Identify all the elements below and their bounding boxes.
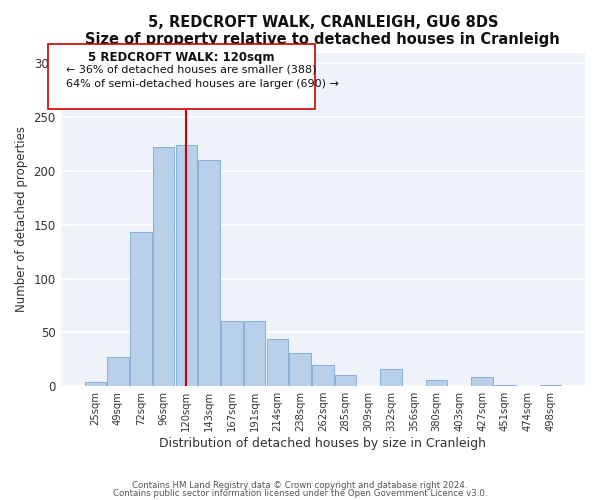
Title: 5, REDCROFT WALK, CRANLEIGH, GU6 8DS
Size of property relative to detached house: 5, REDCROFT WALK, CRANLEIGH, GU6 8DS Siz… [85, 15, 560, 48]
Bar [176, 145, 197, 386]
Bar [198, 160, 220, 386]
X-axis label: Distribution of detached houses by size in Cranleigh: Distribution of detached houses by size … [160, 437, 487, 450]
Text: 5 REDCROFT WALK: 120sqm: 5 REDCROFT WALK: 120sqm [88, 51, 275, 64]
Bar [266, 339, 288, 386]
Bar [312, 364, 334, 386]
Bar [107, 357, 129, 386]
Text: Contains public sector information licensed under the Open Government Licence v3: Contains public sector information licen… [113, 489, 487, 498]
Bar [153, 148, 175, 386]
Text: ← 36% of detached houses are smaller (388): ← 36% of detached houses are smaller (38… [66, 64, 316, 74]
Bar [426, 380, 448, 386]
Y-axis label: Number of detached properties: Number of detached properties [15, 126, 28, 312]
Bar [221, 320, 242, 386]
FancyBboxPatch shape [47, 44, 315, 110]
Bar [471, 376, 493, 386]
Text: Contains HM Land Registry data © Crown copyright and database right 2024.: Contains HM Land Registry data © Crown c… [132, 480, 468, 490]
Bar [335, 376, 356, 386]
Bar [539, 385, 561, 386]
Bar [289, 353, 311, 386]
Text: 64% of semi-detached houses are larger (690) →: 64% of semi-detached houses are larger (… [66, 78, 339, 88]
Bar [130, 232, 152, 386]
Bar [244, 320, 265, 386]
Bar [85, 382, 106, 386]
Bar [380, 369, 402, 386]
Bar [494, 385, 515, 386]
